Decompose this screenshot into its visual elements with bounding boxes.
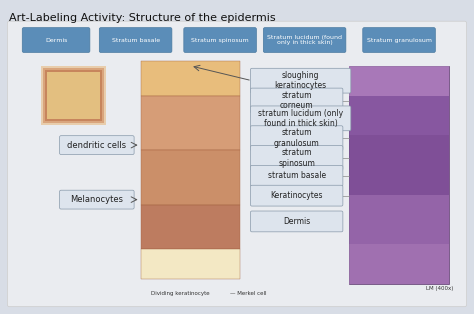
FancyBboxPatch shape: [250, 165, 343, 186]
Bar: [349, 66, 449, 95]
Bar: [141, 249, 240, 279]
Text: Stratum spinosum: Stratum spinosum: [191, 38, 249, 42]
FancyBboxPatch shape: [47, 72, 100, 119]
FancyBboxPatch shape: [45, 70, 102, 121]
Text: dendritic cells: dendritic cells: [67, 141, 127, 149]
Bar: [349, 244, 449, 284]
FancyBboxPatch shape: [41, 66, 106, 125]
FancyBboxPatch shape: [250, 88, 343, 113]
FancyBboxPatch shape: [250, 185, 343, 206]
FancyBboxPatch shape: [250, 68, 351, 93]
Text: Art-Labeling Activity: Structure of the epidermis: Art-Labeling Activity: Structure of the …: [9, 13, 276, 23]
FancyBboxPatch shape: [8, 21, 466, 307]
FancyBboxPatch shape: [43, 68, 104, 123]
Text: stratum
granulosum: stratum granulosum: [274, 128, 319, 148]
Text: Melanocytes: Melanocytes: [70, 195, 123, 204]
FancyBboxPatch shape: [100, 28, 172, 52]
Text: Keratinocytes: Keratinocytes: [270, 191, 323, 200]
FancyBboxPatch shape: [250, 106, 351, 131]
Text: Dermis: Dermis: [283, 217, 310, 226]
FancyBboxPatch shape: [250, 211, 343, 232]
Text: Dermis: Dermis: [45, 38, 67, 42]
Bar: [141, 205, 240, 249]
Text: sloughing
keratinocytes: sloughing keratinocytes: [274, 71, 327, 90]
FancyBboxPatch shape: [250, 126, 343, 150]
Text: stratum basale: stratum basale: [268, 171, 326, 180]
Bar: [141, 95, 240, 150]
Text: stratum lucidum (only
found in thick skin): stratum lucidum (only found in thick ski…: [258, 109, 343, 128]
Bar: [141, 150, 240, 205]
Text: stratum
corneum: stratum corneum: [280, 91, 313, 110]
FancyBboxPatch shape: [60, 136, 134, 154]
FancyBboxPatch shape: [60, 190, 134, 209]
Bar: [349, 135, 449, 195]
Text: stratum
spinosum: stratum spinosum: [278, 148, 315, 168]
Bar: [349, 66, 449, 284]
FancyBboxPatch shape: [184, 28, 256, 52]
Bar: [349, 95, 449, 135]
Text: Stratum lucidum (found
only in thick skin): Stratum lucidum (found only in thick ski…: [267, 35, 342, 46]
Bar: [349, 195, 449, 244]
FancyBboxPatch shape: [264, 28, 346, 52]
FancyBboxPatch shape: [363, 28, 435, 52]
FancyBboxPatch shape: [22, 28, 90, 52]
Text: Dividing keratinocyte: Dividing keratinocyte: [151, 291, 210, 296]
Bar: [141, 61, 240, 95]
Text: — Merkel cell: — Merkel cell: [230, 291, 266, 296]
Text: Stratum basale: Stratum basale: [111, 38, 160, 42]
FancyBboxPatch shape: [250, 146, 343, 171]
Text: Stratum granulosum: Stratum granulosum: [366, 38, 431, 42]
Text: LM (400x): LM (400x): [426, 286, 454, 291]
